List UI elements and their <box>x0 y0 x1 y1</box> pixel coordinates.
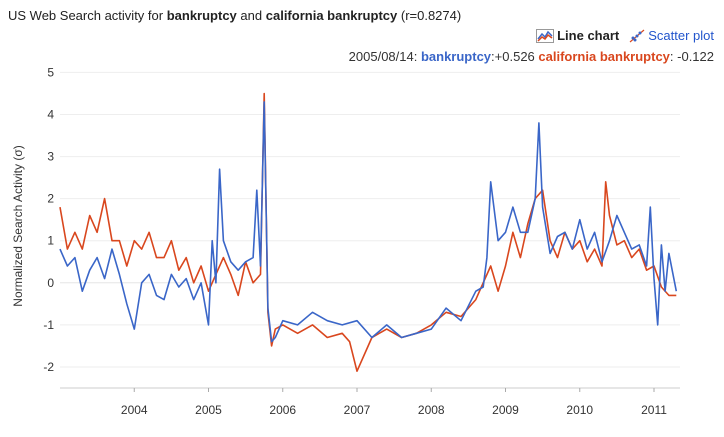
readout-series2-name: california bankruptcy <box>538 49 670 64</box>
title-term2: california bankruptcy <box>265 8 398 23</box>
readout-series2-value: : -0.122 <box>669 49 714 64</box>
x-axis-ticks: 2004 2005 2006 2007 2008 2009 2010 2011 <box>121 388 667 417</box>
line-chart-label: Line chart <box>557 28 620 43</box>
y-tick-label: -1 <box>43 318 54 332</box>
x-tick-label: 2008 <box>418 403 445 417</box>
title-term1: bankruptcy <box>166 8 237 23</box>
y-tick-label: 3 <box>47 150 54 164</box>
series-line-california-bankruptcy[interactable] <box>59 92 677 373</box>
hover-readout: 2005/08/14: bankruptcy:+0.526 california… <box>349 49 714 64</box>
grid-lines <box>60 71 680 389</box>
readout-date: 2005/08/14: <box>348 49 418 64</box>
title-and: and <box>240 8 263 23</box>
readout-series1-value: :+0.526 <box>491 49 535 64</box>
x-tick-label: 2011 <box>641 403 667 417</box>
series-line-bankruptcy[interactable] <box>59 101 678 343</box>
x-tick-label: 2005 <box>195 403 222 417</box>
series-lines <box>59 92 678 373</box>
y-tick-label: 0 <box>47 276 54 290</box>
scatter-plot-toggle[interactable]: Scatter plot <box>629 28 714 43</box>
x-tick-label: 2010 <box>566 403 593 417</box>
scatter-plot-icon <box>629 29 645 42</box>
y-axis-ticks: 5 4 3 2 1 0 -1 -2 <box>43 65 54 374</box>
y-tick-label: 2 <box>47 192 54 206</box>
readout-series1-name: bankruptcy <box>420 49 492 64</box>
y-tick-label: 5 <box>47 65 54 79</box>
x-tick-label: 2006 <box>269 403 296 417</box>
y-tick-label: -2 <box>43 360 54 374</box>
x-tick-label: 2009 <box>492 403 519 417</box>
line-chart-icon <box>536 28 555 43</box>
title-correlation: (r=0.8274) <box>400 8 462 23</box>
line-chart-toggle[interactable]: Line chart <box>536 28 619 43</box>
chart-title: US Web Search activity for bankruptcy an… <box>8 8 461 23</box>
title-prefix: US Web Search activity for <box>8 8 164 23</box>
y-tick-label: 1 <box>47 234 54 248</box>
y-axis-label: Normalized Search Activity (σ) <box>11 145 25 306</box>
scatter-plot-label: Scatter plot <box>648 28 714 43</box>
x-tick-label: 2004 <box>121 403 148 417</box>
y-tick-label: 4 <box>47 107 54 121</box>
view-toggle: Line chart Scatter plot <box>536 28 714 43</box>
x-tick-label: 2007 <box>344 403 371 417</box>
